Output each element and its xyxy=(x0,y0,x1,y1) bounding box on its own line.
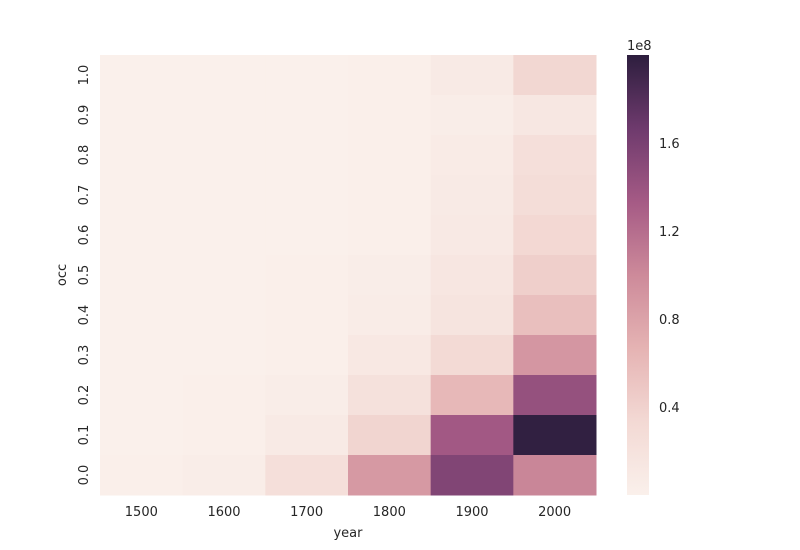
heatmap-cell-0.7-1800 xyxy=(348,175,432,216)
colorbar-tick-label: 0.4 xyxy=(659,401,680,416)
heatmap-cell-0.1-2000 xyxy=(513,415,597,456)
heatmap-cell-0.6-2000 xyxy=(513,215,597,256)
heatmap-cell-0.5-1700 xyxy=(265,255,349,296)
heatmap-cell-1.0-2000 xyxy=(513,55,597,96)
heatmap-cell-0.0-1800 xyxy=(348,455,432,496)
colorbar xyxy=(627,55,649,495)
heatmap-cell-0.4-2000 xyxy=(513,295,597,336)
heatmap-cell-0.4-1800 xyxy=(348,295,432,336)
heatmap-cell-0.2-1800 xyxy=(348,375,432,416)
colorbar-tick-label: 0.8 xyxy=(659,313,680,328)
colorbar-tick-labels: 0.4 0.8 1.2 1.6 xyxy=(659,137,680,416)
colorbar-tick-label: 1.2 xyxy=(659,225,680,240)
heatmap-cell-0.9-1500 xyxy=(100,95,184,136)
heatmap-cell-0.8-1900 xyxy=(430,135,514,176)
heatmap-cell-0.6-1900 xyxy=(430,215,514,256)
y-tick-label: 0.7 xyxy=(77,185,92,206)
heatmap-cell-0.4-1500 xyxy=(100,295,184,336)
heatmap-cell-0.5-2000 xyxy=(513,255,597,296)
heatmap-cell-0.9-1900 xyxy=(430,95,514,136)
heatmap-cell-0.1-1500 xyxy=(100,415,184,456)
heatmap-cell-1.0-1700 xyxy=(265,55,349,96)
heatmap-cell-0.6-1800 xyxy=(348,215,432,256)
colorbar-offset-label: 1e8 xyxy=(627,39,652,54)
heatmap-cell-0.5-1500 xyxy=(100,255,184,296)
heatmap-cell-0.2-1500 xyxy=(100,375,184,416)
y-tick-label: 0.8 xyxy=(77,145,92,166)
y-tick-label: 0.3 xyxy=(77,345,92,366)
y-tick-label: 0.4 xyxy=(77,305,92,326)
heatmap-cell-0.8-1800 xyxy=(348,135,432,176)
heatmap-cell-0.3-1500 xyxy=(100,335,184,376)
heatmap-cell-1.0-1500 xyxy=(100,55,184,96)
heatmap-cell-0.2-1900 xyxy=(430,375,514,416)
y-tick-label: 1.0 xyxy=(77,65,92,86)
heatmap-cell-0.9-1600 xyxy=(182,95,266,136)
y-tick-label: 0.1 xyxy=(77,425,92,446)
x-axis-title: year xyxy=(333,526,363,541)
heatmap-cell-0.3-1800 xyxy=(348,335,432,376)
colorbar-tick-label: 1.6 xyxy=(659,137,680,152)
heatmap-cell-0.3-1600 xyxy=(182,335,266,376)
heatmap-cell-0.9-1800 xyxy=(348,95,432,136)
heatmap-cell-0.0-1900 xyxy=(430,455,514,496)
heatmap-cell-0.8-1500 xyxy=(100,135,184,176)
heatmap-cell-0.0-1500 xyxy=(100,455,184,496)
y-tick-label: 0.6 xyxy=(77,225,92,246)
heatmap-cell-0.5-1600 xyxy=(182,255,266,296)
heatmap-cell-0.8-1700 xyxy=(265,135,349,176)
heatmap-cell-0.3-1700 xyxy=(265,335,349,376)
heatmap-cell-0.1-1600 xyxy=(182,415,266,456)
heatmap-cell-0.7-2000 xyxy=(513,175,597,216)
heatmap-cell-0.9-1700 xyxy=(265,95,349,136)
heatmap-cell-0.5-1900 xyxy=(430,255,514,296)
heatmap-cell-0.4-1600 xyxy=(182,295,266,336)
x-tick-label: 1600 xyxy=(207,505,240,520)
heatmap-cell-0.3-1900 xyxy=(430,335,514,376)
y-axis-title: occ xyxy=(55,264,70,286)
y-tick-labels: 1.0 0.9 0.8 0.7 0.6 0.5 0.4 0.3 0.2 0.1 0.0 xyxy=(77,65,92,486)
heatmap-cell-0.8-1600 xyxy=(182,135,266,176)
heatmap-cell-0.1-1900 xyxy=(430,415,514,456)
y-tick-label: 0.9 xyxy=(77,105,92,126)
heatmap-cell-0.7-1700 xyxy=(265,175,349,216)
heatmap-cell-0.6-1500 xyxy=(100,215,184,256)
x-tick-label: 1500 xyxy=(125,505,158,520)
x-tick-labels: 1500 1600 1700 1800 1900 2000 xyxy=(125,505,571,520)
x-tick-label: 1800 xyxy=(373,505,406,520)
heatmap-cell-0.7-1900 xyxy=(430,175,514,216)
heatmap-cell-0.1-1700 xyxy=(265,415,349,456)
heatmap-cell-0.5-1800 xyxy=(348,255,432,296)
heatmap-cell-0.6-1600 xyxy=(182,215,266,256)
y-tick-label: 0.2 xyxy=(77,385,92,406)
heatmap-cell-1.0-1900 xyxy=(430,55,514,96)
heatmap-cell-0.4-1900 xyxy=(430,295,514,336)
heatmap-cell-0.2-2000 xyxy=(513,375,597,416)
heatmap-cells xyxy=(100,55,597,496)
heatmap-cell-0.0-1600 xyxy=(182,455,266,496)
heatmap-cell-0.8-2000 xyxy=(513,135,597,176)
heatmap-cell-0.9-2000 xyxy=(513,95,597,136)
heatmap-cell-0.3-2000 xyxy=(513,335,597,376)
y-tick-label: 0.0 xyxy=(77,465,92,486)
x-tick-label: 1900 xyxy=(455,505,488,520)
heatmap-cell-0.0-1700 xyxy=(265,455,349,496)
x-tick-label: 2000 xyxy=(538,505,571,520)
y-tick-label: 0.5 xyxy=(77,265,92,286)
heatmap-cell-0.4-1700 xyxy=(265,295,349,336)
x-tick-label: 1700 xyxy=(290,505,323,520)
heatmap-cell-0.7-1600 xyxy=(182,175,266,216)
heatmap-cell-0.1-1800 xyxy=(348,415,432,456)
heatmap-cell-0.7-1500 xyxy=(100,175,184,216)
heatmap-cell-0.2-1600 xyxy=(182,375,266,416)
heatmap-cell-1.0-1600 xyxy=(182,55,266,96)
heatmap-cell-0.6-1700 xyxy=(265,215,349,256)
heatmap-cell-0.0-2000 xyxy=(513,455,597,496)
heatmap-cell-1.0-1800 xyxy=(348,55,432,96)
heatmap-cell-0.2-1700 xyxy=(265,375,349,416)
